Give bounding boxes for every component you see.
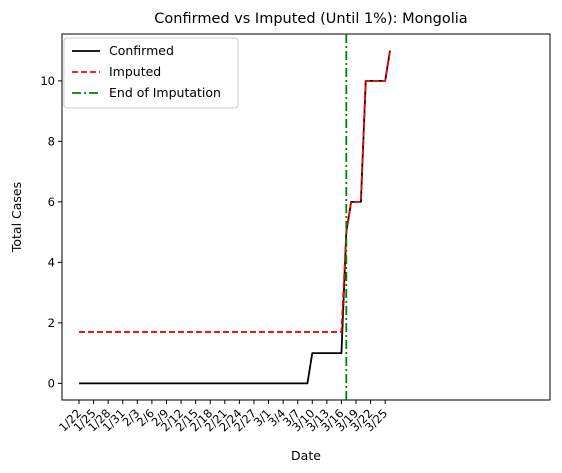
plot-area <box>61 33 551 401</box>
series-line-imputed <box>79 50 391 333</box>
x-axis: 1/221/251/281/312/32/62/92/122/152/182/2… <box>56 400 390 434</box>
chart-title: Confirmed vs Imputed (Until 1%): Mongoli… <box>154 11 467 27</box>
legend: Confirmed Imputed End of Imputation <box>63 37 239 109</box>
x-axis-label: Date <box>291 448 321 463</box>
y-tick-label: 8 <box>48 134 55 148</box>
y-axis: 0 2 4 6 8 10 <box>40 74 62 390</box>
y-tick-label: 2 <box>48 316 55 330</box>
y-tick-label: 10 <box>40 74 55 88</box>
legend-label-imputed: Imputed <box>109 64 161 79</box>
y-tick-label: 6 <box>48 195 55 209</box>
legend-box <box>63 37 239 109</box>
y-axis-label: Total Cases <box>9 182 24 253</box>
plot-lines <box>79 34 391 400</box>
legend-label-confirmed: Confirmed <box>109 43 174 58</box>
y-tick-label: 0 <box>48 376 55 390</box>
y-tick-label: 4 <box>48 255 55 269</box>
legend-label-end-of-imputation: End of Imputation <box>109 85 221 100</box>
